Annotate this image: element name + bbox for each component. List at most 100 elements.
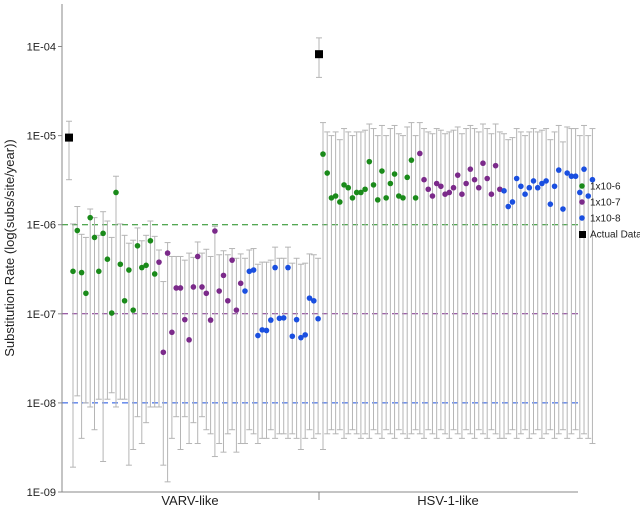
y-tick-label: 1E-05 — [27, 131, 56, 143]
data-point — [263, 327, 270, 334]
y-tick-label: 1E-09 — [27, 487, 56, 499]
data-point — [268, 317, 274, 323]
data-point — [488, 191, 495, 197]
data-point — [463, 180, 469, 187]
data-point — [173, 285, 179, 291]
y-tick-label: 1E-08 — [27, 398, 56, 410]
data-point — [509, 199, 516, 205]
data-point — [311, 297, 317, 304]
data-point — [366, 158, 373, 165]
data-point — [337, 199, 343, 205]
data-point — [387, 180, 394, 187]
data-point — [438, 183, 444, 190]
data-point — [412, 195, 419, 201]
data-point — [353, 189, 360, 196]
data-point — [250, 267, 257, 273]
data-point — [534, 184, 541, 191]
legend-label: 1x10-6 — [590, 182, 621, 193]
data-point — [298, 334, 304, 341]
data-point — [543, 178, 549, 184]
data-point — [207, 317, 214, 323]
legend-label: 1x10-7 — [590, 198, 621, 209]
data-point — [126, 267, 132, 273]
data-point — [505, 203, 512, 210]
data-point — [446, 189, 453, 196]
data-point — [362, 186, 368, 193]
data-point — [160, 349, 167, 356]
data-point — [237, 280, 244, 287]
data-point — [100, 230, 106, 237]
data-point — [480, 160, 486, 167]
data-point — [475, 184, 482, 191]
data-point — [194, 253, 201, 260]
data-point — [130, 307, 136, 313]
data-point — [429, 193, 436, 199]
data-point — [539, 180, 545, 187]
data-point — [471, 176, 478, 183]
data-point — [320, 151, 326, 157]
data-point — [272, 264, 278, 271]
data-point — [139, 264, 145, 271]
data-point — [203, 290, 210, 297]
data-point — [182, 316, 188, 323]
data-point — [572, 173, 579, 180]
data-point — [280, 315, 287, 321]
data-point — [169, 329, 175, 336]
data-point — [383, 195, 389, 201]
data-point — [108, 310, 115, 316]
category-label-hsv: HSV-1-like — [417, 493, 478, 506]
data-point — [177, 285, 184, 291]
data-point — [87, 214, 93, 221]
error-bars — [66, 37, 596, 483]
data-point — [121, 297, 128, 304]
data-point — [391, 171, 398, 177]
data-point — [379, 168, 385, 174]
data-point — [117, 261, 124, 268]
data-point — [518, 183, 524, 190]
data-point — [70, 268, 76, 275]
y-tick-label: 1E-06 — [27, 220, 56, 232]
data-point — [497, 186, 503, 193]
data-point — [151, 271, 158, 277]
data-point — [585, 193, 592, 199]
data-point — [581, 166, 587, 172]
data-point — [216, 288, 222, 294]
legend-marker — [579, 199, 585, 205]
data-point — [530, 178, 537, 184]
y-tick-label: 1E-04 — [27, 42, 56, 54]
data-point — [442, 191, 448, 197]
data-point — [341, 182, 347, 188]
data-point — [324, 170, 331, 176]
data-point — [328, 195, 335, 201]
data-point — [345, 184, 352, 191]
y-tick-labels: 1E-04 1E-05 1E-06 1E-07 1E-08 1E-09 — [27, 42, 62, 499]
actual-data-point — [315, 50, 323, 59]
data-point — [306, 295, 313, 301]
data-point — [349, 195, 356, 201]
data-point — [547, 201, 554, 207]
data-point — [454, 172, 461, 178]
data-point — [358, 189, 364, 196]
legend-marker — [579, 215, 585, 221]
data-point — [421, 176, 427, 183]
data-point — [564, 170, 570, 176]
data-point — [408, 157, 415, 163]
data-point — [164, 250, 171, 256]
data-point — [78, 269, 85, 276]
data-point — [450, 184, 457, 191]
data-point — [83, 290, 89, 297]
data-point — [91, 234, 98, 241]
data-point — [233, 307, 240, 313]
data-point — [417, 150, 423, 157]
data-point — [522, 191, 528, 197]
data-point — [293, 316, 300, 323]
data-point — [186, 337, 192, 343]
data-point — [433, 180, 440, 187]
data-point — [259, 327, 266, 333]
data-point — [302, 332, 309, 338]
data-point — [467, 166, 474, 172]
data-point — [315, 315, 321, 322]
axes — [61, 4, 578, 500]
data-point — [96, 268, 102, 275]
